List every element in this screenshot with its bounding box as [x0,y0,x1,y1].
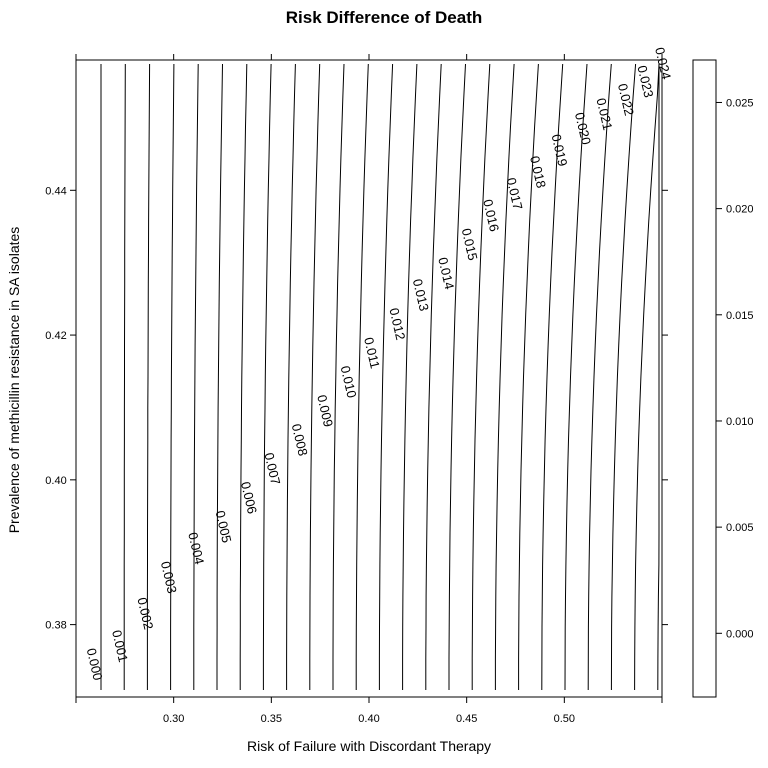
colorkey-tick-label: 0.005 [726,522,754,534]
contour-line-0.009 [309,63,321,690]
plot-panel [75,59,663,698]
y-tick-label: 0.42 [45,330,66,342]
contour-label-0.006: 0.006 [238,480,260,515]
contour-line-0.022 [610,63,637,691]
y-tick-label: 0.38 [45,620,66,632]
contour-line-0.005 [216,63,223,690]
contour-label-0.007: 0.007 [261,451,283,486]
x-tick-label: 0.40 [358,713,379,725]
contour-line-0.013 [402,63,418,690]
colorkey-box [692,59,717,698]
x-axis-label: Risk of Failure with Discordant Therapy [247,738,491,754]
contour-line-0.024 [657,64,660,691]
y-tick-label: 0.40 [45,475,66,487]
contour-line-0.018 [518,63,539,690]
contour-label-0.011: 0.011 [361,336,383,370]
contour-line-0.003 [170,63,175,690]
contour-line-0.010 [332,63,345,690]
contour-line-0.006 [239,63,248,690]
contour-line-0.007 [262,63,272,690]
contour-lines [100,63,660,691]
contour-label-0.001: 0.001 [109,629,131,664]
x-tick-label: 0.30 [163,713,184,725]
contour-label-0.018: 0.018 [527,154,549,189]
contour-line-0.011 [355,63,369,690]
chart-title: Risk Difference of Death [286,8,483,27]
colorkey-tick-label: 0.010 [726,416,754,428]
contour-line-0.023 [634,63,660,691]
contour-label-0.005: 0.005 [213,509,235,544]
contour-label-0.002: 0.002 [134,596,156,631]
x-axis: 0.30 0.35 0.40 0.45 0.50 [75,54,663,725]
contour-line-0.002 [146,63,151,690]
colorkey-tick-label: 0.025 [726,97,754,109]
x-tick-label: 0.50 [554,713,575,725]
colorkey-tick-label: 0.015 [726,310,754,322]
x-tick-label: 0.35 [261,713,282,725]
contour-label-0.021: 0.021 [593,97,615,132]
contour-label-0.023: 0.023 [634,64,656,99]
contour-label-0.016: 0.016 [480,198,502,233]
contour-label-0.010: 0.010 [338,364,360,399]
contour-label-0.000: 0.000 [84,647,106,682]
contour-label-0.020: 0.020 [572,111,594,146]
contour-line-0.008 [286,63,296,690]
contour-line-0.017 [494,63,515,690]
contour-line-0.012 [378,63,394,690]
contour-line-0.014 [425,63,442,690]
contour-label-0.003: 0.003 [158,560,180,595]
contour-label-0.015: 0.015 [459,227,481,262]
contour-line-0.020 [564,63,588,691]
y-axis-label: Prevalence of methicillin resistance in … [6,227,22,534]
contour-label-0.004: 0.004 [185,531,207,566]
contour-line-0.015 [448,63,466,690]
colorkey-tick-label: 0.020 [726,204,754,216]
colorkey-axis: 0.000 0.005 0.010 0.015 0.020 0.025 [716,97,754,640]
contour-label-0.017: 0.017 [504,176,526,211]
contour-label-0.009: 0.009 [314,393,336,428]
y-axis: 0.38 0.40 0.42 0.44 [45,185,668,632]
colorkey-tick-label: 0.000 [726,628,754,640]
x-tick-label: 0.45 [456,713,477,725]
contour-label-0.024: 0.024 [652,46,674,81]
contour-label-0.022: 0.022 [615,82,637,117]
contour-label-0.008: 0.008 [289,422,311,457]
contour-label-0.012: 0.012 [386,306,408,341]
contour-label-0.014: 0.014 [435,256,457,291]
contour-line-0.004 [193,63,199,690]
contour-label-0.013: 0.013 [410,277,432,312]
contour-label-0.019: 0.019 [549,133,571,168]
contour-line-0.016 [471,63,491,690]
contour-line-0.019 [541,63,564,691]
contour-line-0.001 [123,63,126,690]
y-tick-label: 0.44 [45,185,66,197]
contour-line-0.021 [587,63,612,691]
